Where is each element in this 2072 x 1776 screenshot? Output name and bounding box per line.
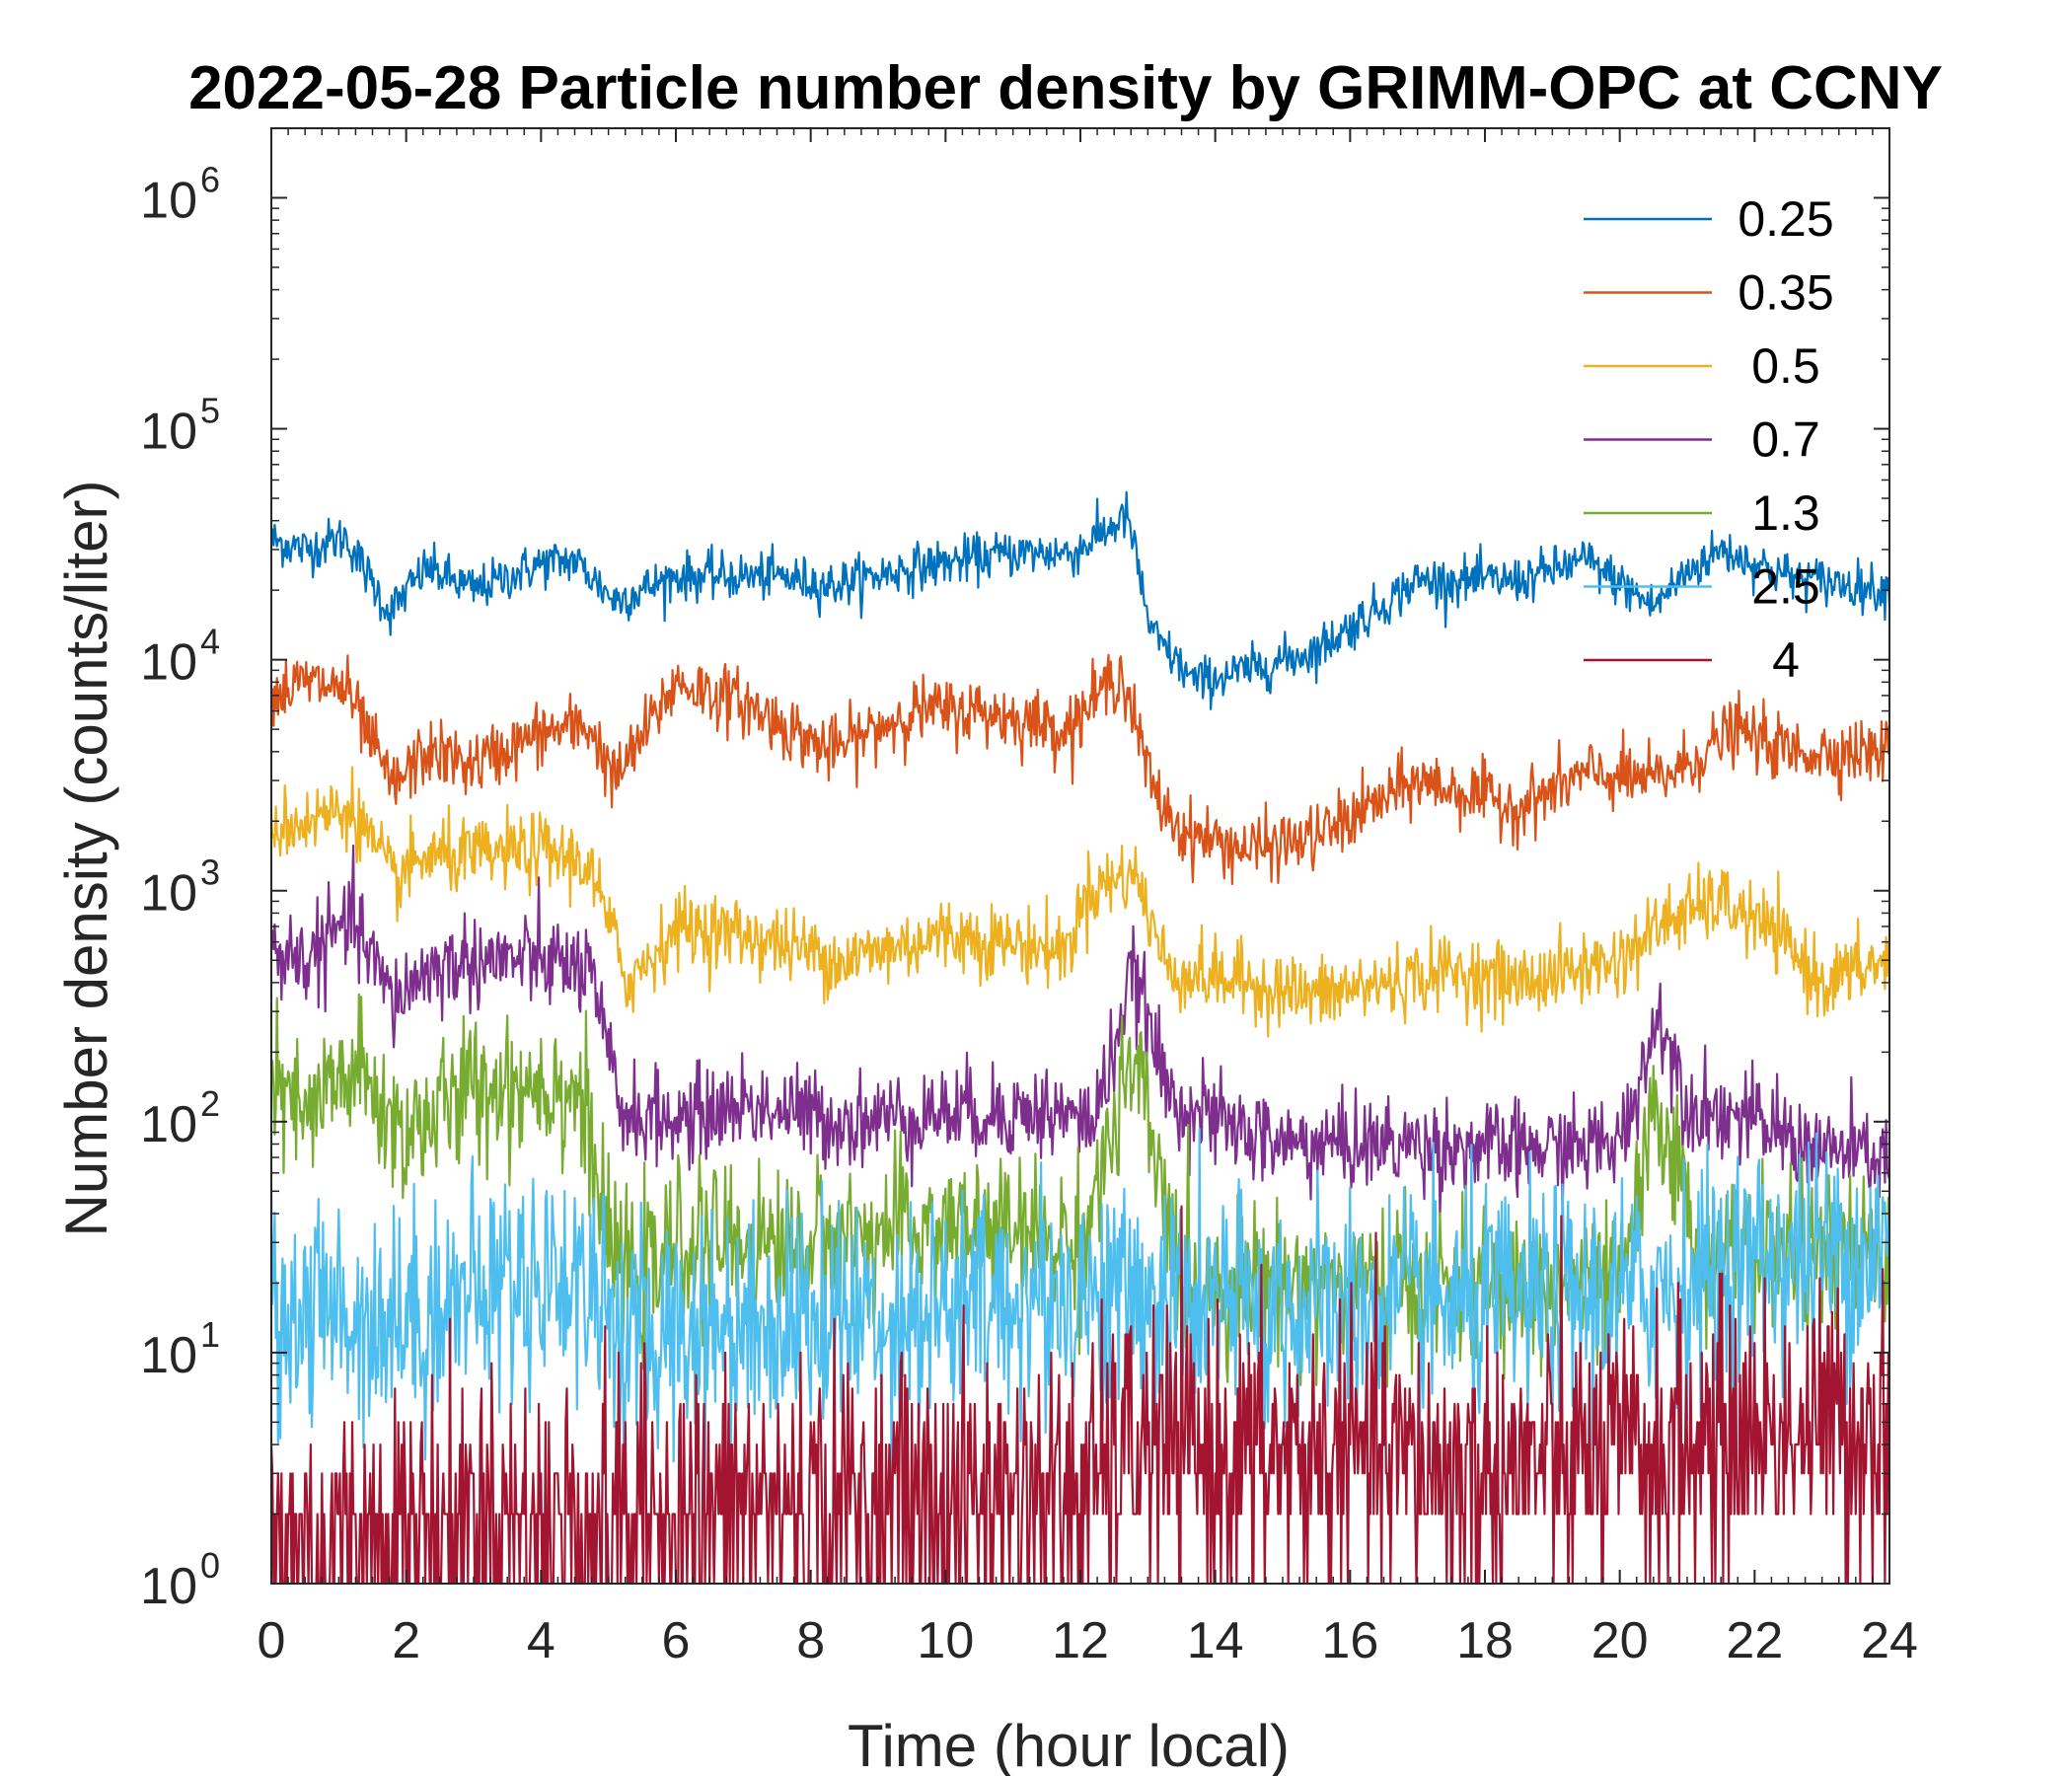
- y-tick-exponent: 2: [200, 1083, 220, 1124]
- series-layer: [271, 490, 1889, 1584]
- x-tick-label: 0: [258, 1612, 286, 1669]
- x-tick-label: 6: [662, 1612, 691, 1669]
- y-tick-exponent: 0: [200, 1545, 220, 1586]
- y-tick-exponent: 4: [200, 622, 220, 662]
- y-tick-label: 10: [140, 1327, 197, 1384]
- x-tick-label: 10: [917, 1612, 974, 1669]
- legend-entry-0.7: 0.7: [1751, 412, 1820, 468]
- y-tick-label: 10: [140, 404, 197, 461]
- x-tick-label: 8: [796, 1612, 825, 1669]
- series-line-0.7: [271, 844, 1889, 1220]
- x-tick-label: 24: [1861, 1612, 1918, 1669]
- x-tick-label: 12: [1052, 1612, 1109, 1669]
- legend-entry-2.5: 2.5: [1751, 559, 1820, 615]
- series-line-0.5: [271, 766, 1889, 1038]
- x-tick-label: 4: [527, 1612, 555, 1669]
- legend: 0.25 0.35 0.5 0.7 1.3 2.5 4: [1584, 191, 1834, 688]
- y-tick-exponent: 6: [200, 159, 220, 199]
- x-tick-label: 22: [1726, 1612, 1783, 1669]
- series-line-2.5: [271, 1128, 1889, 1502]
- y-tick-exponent: 1: [200, 1314, 220, 1355]
- legend-entry-4: 4: [1772, 632, 1800, 688]
- x-tick-label: 2: [392, 1612, 420, 1669]
- legend-entry-0.35: 0.35: [1738, 265, 1833, 321]
- x-tick-label: 16: [1321, 1612, 1378, 1669]
- y-axis-label: Number density (counts/liter): [53, 481, 119, 1237]
- series-group: [271, 490, 1889, 1584]
- series-line-0.35: [271, 653, 1889, 886]
- x-tick-label: 20: [1591, 1612, 1649, 1669]
- y-tick-label: 10: [140, 172, 197, 229]
- x-tick-label: 18: [1456, 1612, 1514, 1669]
- y-tick-label: 10: [140, 1558, 197, 1615]
- legend-entry-0.25: 0.25: [1738, 191, 1833, 247]
- y-tick-label: 10: [140, 865, 197, 923]
- x-axis-label: Time (hour local): [848, 1713, 1290, 1776]
- x-tick-label: 14: [1187, 1612, 1244, 1669]
- series-line-4: [271, 1205, 1889, 1584]
- legend-entry-1.3: 1.3: [1751, 485, 1820, 541]
- chart-title: 2022-05-28 Particle number density by GR…: [188, 54, 1943, 122]
- legend-entry-0.5: 0.5: [1751, 338, 1820, 394]
- y-tick-exponent: 3: [200, 852, 220, 893]
- y-tick-exponent: 5: [200, 391, 220, 431]
- y-tick-label: 10: [140, 1096, 197, 1153]
- series-line-0.25: [271, 490, 1889, 710]
- y-tick-label: 10: [140, 634, 197, 692]
